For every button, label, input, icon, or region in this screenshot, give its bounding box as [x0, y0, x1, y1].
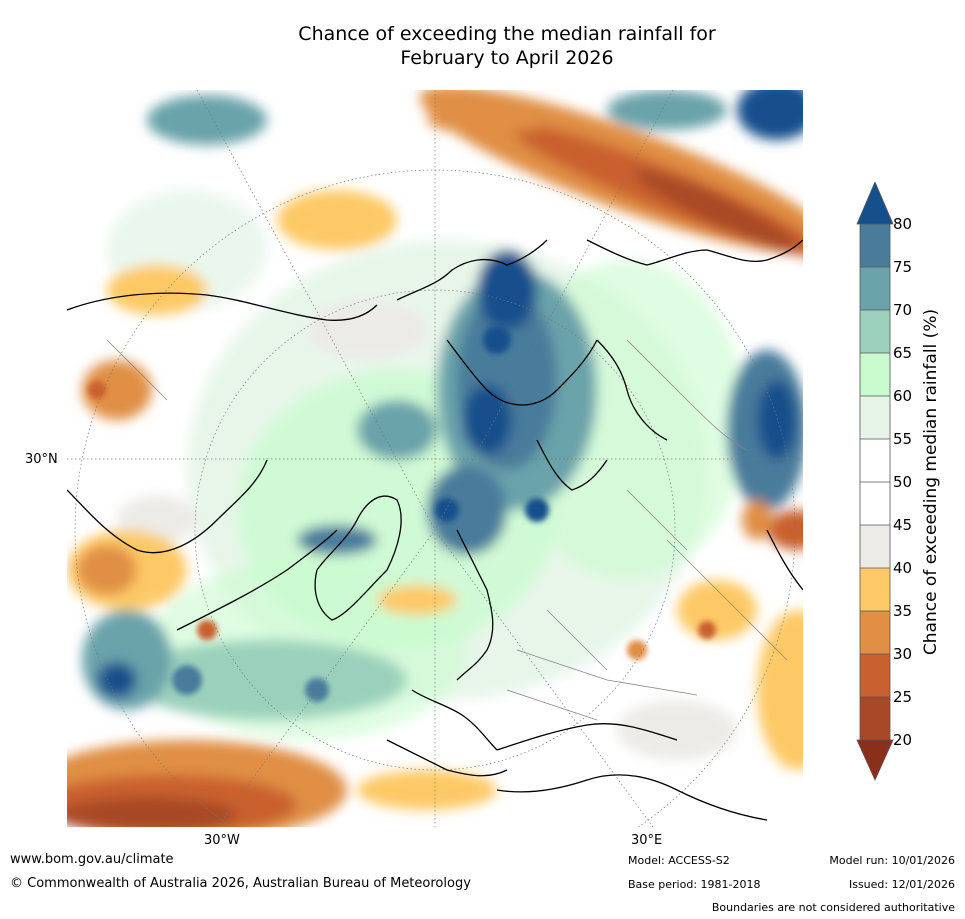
colorbar-tick-45: 45 — [893, 516, 913, 534]
colorbar-tick-75: 75 — [893, 258, 913, 276]
longitude-label-30e: 30°E — [631, 833, 663, 848]
coastlines — [67, 239, 803, 821]
colorbar-tick-20: 20 — [893, 731, 913, 749]
map-svg — [67, 90, 803, 827]
colorbar-band-30-35 — [860, 611, 890, 654]
colorbar-band-60-65 — [860, 353, 890, 396]
colorbar — [856, 182, 894, 781]
model-run-date: Model run: 10/01/2026 — [829, 854, 955, 867]
colorbar-tick-35: 35 — [893, 602, 913, 620]
colorbar-tick-60: 60 — [893, 387, 913, 405]
colorbar-band-20-25 — [860, 697, 890, 740]
colorbar-triangle-top — [857, 182, 893, 224]
colorbar-tick-40: 40 — [893, 559, 913, 577]
map-title: Chance of exceeding the median rainfall … — [0, 22, 965, 70]
colorbar-tick-25: 25 — [893, 688, 913, 706]
colorbar-tick-55: 55 — [893, 430, 913, 448]
colorbar-band-40-45 — [860, 525, 890, 568]
title-line-1: Chance of exceeding the median rainfall … — [298, 23, 716, 45]
title-line-2: February to April 2026 — [400, 47, 614, 69]
colorbar-tick-70: 70 — [893, 301, 913, 319]
website-link[interactable]: www.bom.gov.au/climate — [10, 852, 174, 867]
country-borders — [106, 339, 788, 721]
colorbar-band-25-30 — [860, 654, 890, 697]
colorbar-tick-80: 80 — [893, 215, 913, 233]
boundaries-disclaimer: Boundaries are not considered authoritat… — [711, 901, 955, 914]
longitude-label-30w: 30°W — [204, 833, 240, 848]
graticule — [67, 90, 803, 827]
colorbar-tick-65: 65 — [893, 344, 913, 362]
colorbar-band-35-40 — [860, 568, 890, 611]
colorbar-band-65-70 — [860, 310, 890, 353]
colorbar-tick-30: 30 — [893, 645, 913, 663]
rainfall-outlook-map[interactable] — [67, 90, 803, 827]
colorbar-label-text: Chance of exceeding median rainfall (%) — [921, 308, 941, 656]
latitude-label-30n: 30°N — [25, 452, 58, 467]
probability-fields — [67, 90, 803, 827]
colorbar-triangle-bottom — [857, 740, 893, 780]
colorbar-band-55-60 — [860, 396, 890, 439]
model-name: Model: ACCESS-S2 — [628, 854, 730, 867]
issued-date: Issued: 12/01/2026 — [848, 878, 955, 891]
colorbar-band-75-80 — [860, 224, 890, 267]
colorbar-tick-50: 50 — [893, 473, 913, 491]
base-period: Base period: 1981-2018 — [628, 878, 761, 891]
copyright-text: © Commonwealth of Australia 2026, Austra… — [10, 876, 471, 891]
colorbar-band-70-75 — [860, 267, 890, 310]
